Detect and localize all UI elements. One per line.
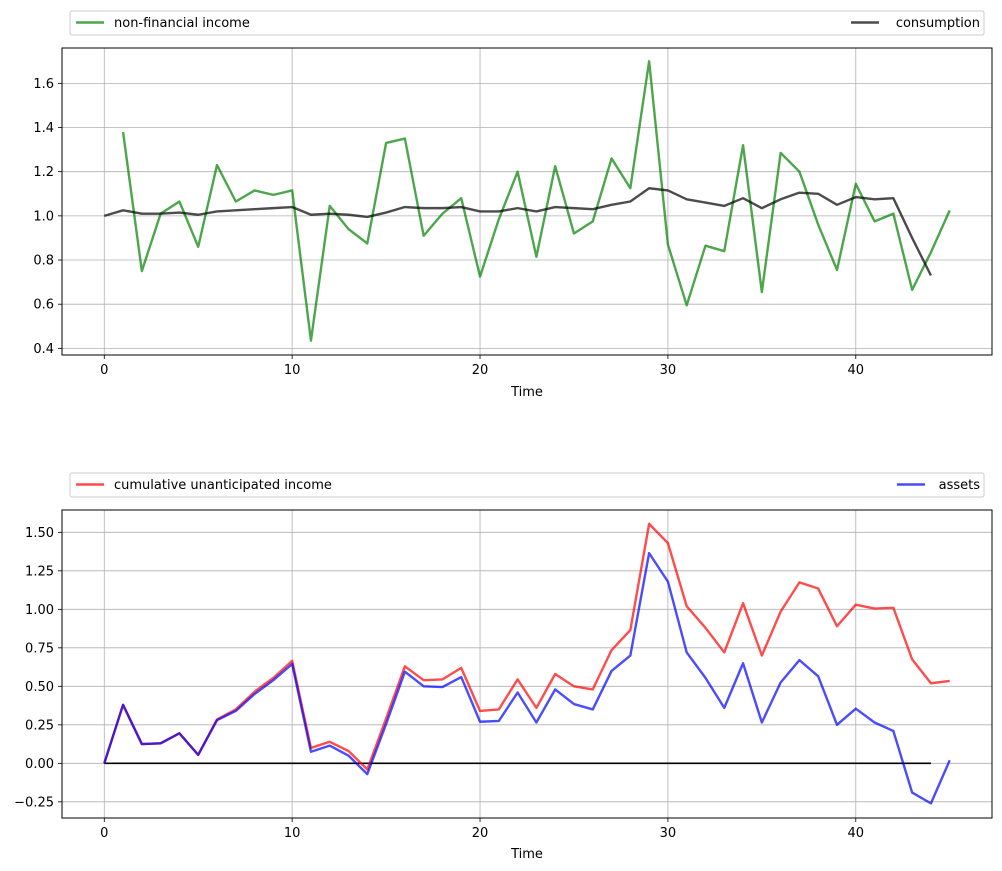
top-x-tick-label-30: 30 xyxy=(660,363,677,378)
chart-bottom-x-ticks: 0 10 20 30 40 xyxy=(100,818,864,841)
chart-top-plot-frame xyxy=(61,47,993,356)
bottom-y-tick-label-2: 0.25 xyxy=(25,718,54,733)
series-line-non-financial-income xyxy=(121,60,951,342)
bottom-y-tick-label-7: 1.50 xyxy=(25,526,54,541)
top-y-tick-label-3: 1.0 xyxy=(33,209,54,224)
bottom-x-tick-label-10: 10 xyxy=(284,826,301,841)
chart-top-series xyxy=(103,60,951,342)
top-y-tick-label-4: 1.2 xyxy=(33,165,54,180)
series-line-consumption xyxy=(103,187,933,277)
top-x-tick-label-20: 20 xyxy=(472,363,489,378)
legend-label-non-financial-income: non-financial income xyxy=(114,16,250,31)
legend-label-cumulative-unanticipated-income: cumulative unanticipated income xyxy=(114,478,332,493)
top-y-tick-label-5: 1.4 xyxy=(33,121,54,136)
bottom-y-tick-label-5: 1.00 xyxy=(25,603,54,618)
top-x-tick-label-0: 0 xyxy=(100,363,108,378)
legend-label-assets: assets xyxy=(939,478,981,493)
chart-bottom-legend: cumulative unanticipated income assets xyxy=(69,472,985,498)
top-x-tick-label-10: 10 xyxy=(284,363,301,378)
bottom-x-tick-label-0: 0 xyxy=(100,826,108,841)
chart-bottom-x-axis-label: Time xyxy=(510,847,543,862)
bottom-y-tick-label-3: 0.50 xyxy=(25,680,54,695)
chart-bottom-series xyxy=(103,522,951,805)
top-y-tick-label-1: 0.6 xyxy=(33,298,54,313)
top-y-tick-label-2: 0.8 xyxy=(33,254,54,269)
chart-bottom-plot-frame xyxy=(61,509,993,819)
series-line-cumulative-unanticipated-income xyxy=(103,522,950,771)
bottom-x-tick-label-30: 30 xyxy=(660,826,677,841)
series-line-assets xyxy=(103,551,951,805)
chart-top-x-ticks: 0 10 20 30 40 xyxy=(100,355,864,378)
bottom-y-tick-label-1: 0.00 xyxy=(25,757,54,772)
top-y-tick-label-6: 1.6 xyxy=(33,77,54,92)
chart-top: 0 10 20 30 40 0.4 0.6 0.8 1.0 1.2 1.4 1.6 Time non… xyxy=(33,10,993,400)
chart-top-x-axis-label: Time xyxy=(510,385,543,400)
chart-top-legend-box xyxy=(69,10,985,36)
bottom-x-tick-label-20: 20 xyxy=(472,826,489,841)
chart-top-legend: non-financial income consumption xyxy=(69,10,985,36)
chart-bottom-y-ticks: −0.25 0.00 0.25 0.50 0.75 1.00 1.25 1.50 xyxy=(14,526,62,810)
chart-top-y-ticks: 0.4 0.6 0.8 1.0 1.2 1.4 1.6 xyxy=(33,77,62,357)
bottom-y-tick-label-0: −0.25 xyxy=(14,795,54,810)
bottom-x-tick-label-40: 40 xyxy=(848,826,865,841)
chart-bottom-legend-box xyxy=(69,472,985,498)
top-x-tick-label-40: 40 xyxy=(848,363,865,378)
bottom-y-tick-label-4: 0.75 xyxy=(25,641,54,656)
chart-bottom: 0 10 20 30 40 −0.25 0.00 0.25 0.50 0.75 1.00 1.25 1… xyxy=(14,472,993,862)
top-y-tick-label-0: 0.4 xyxy=(33,342,54,357)
bottom-y-tick-label-6: 1.25 xyxy=(25,564,54,579)
legend-label-consumption: consumption xyxy=(896,16,980,31)
